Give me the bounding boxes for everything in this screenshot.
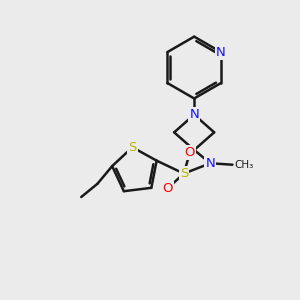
Text: S: S — [180, 167, 188, 180]
Text: N: N — [206, 157, 215, 170]
Text: N: N — [216, 46, 226, 59]
Text: N: N — [189, 108, 199, 121]
Text: O: O — [184, 146, 195, 159]
Text: S: S — [128, 141, 136, 154]
Text: O: O — [162, 182, 173, 195]
Text: CH₃: CH₃ — [235, 160, 254, 170]
